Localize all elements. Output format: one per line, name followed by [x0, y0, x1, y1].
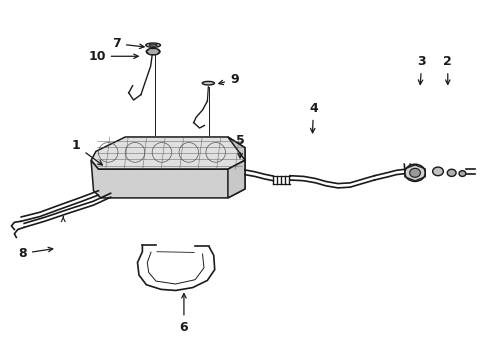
Ellipse shape: [447, 169, 456, 176]
Ellipse shape: [147, 48, 160, 55]
Text: 9: 9: [219, 73, 239, 86]
Text: 10: 10: [88, 50, 138, 63]
Text: 3: 3: [417, 55, 426, 84]
Text: 2: 2: [443, 55, 452, 84]
Text: 7: 7: [112, 37, 144, 50]
Polygon shape: [91, 137, 245, 169]
Text: 1: 1: [72, 139, 102, 165]
Ellipse shape: [433, 167, 443, 176]
Ellipse shape: [459, 171, 466, 176]
Polygon shape: [228, 137, 245, 198]
Ellipse shape: [146, 43, 160, 47]
Text: 8: 8: [18, 247, 53, 260]
Polygon shape: [147, 49, 160, 55]
Ellipse shape: [405, 164, 425, 181]
Ellipse shape: [202, 81, 215, 85]
Polygon shape: [91, 160, 245, 198]
Ellipse shape: [149, 44, 157, 46]
Text: 4: 4: [309, 102, 318, 133]
Text: 5: 5: [236, 134, 245, 158]
Ellipse shape: [410, 168, 420, 177]
Text: 6: 6: [180, 293, 188, 333]
